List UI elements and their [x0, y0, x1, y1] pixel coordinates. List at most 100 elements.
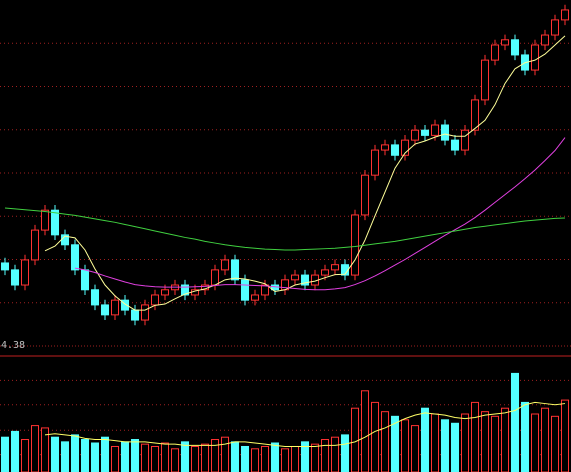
candle-body [241, 279, 249, 301]
volume-bar [261, 445, 269, 472]
volume-bar [491, 415, 499, 472]
volume-bar [131, 439, 139, 472]
candle-body [551, 19, 559, 36]
candle-body [451, 139, 459, 151]
candle-body [121, 299, 129, 311]
candle-body [11, 269, 19, 286]
volume-bar [351, 407, 359, 472]
volume-bar [551, 415, 559, 472]
candle-body [111, 299, 119, 316]
volume-bar [391, 415, 399, 472]
candle-body [331, 264, 339, 271]
y-tick-label: 4.38 [1, 340, 25, 351]
candle-body [261, 284, 269, 296]
moving-average [44, 35, 566, 311]
volume-bar [191, 445, 199, 472]
volume-bar [21, 439, 29, 472]
volume-bar [81, 439, 89, 472]
volume-bar [501, 407, 509, 472]
volume-bar [181, 441, 189, 472]
volume-bar [431, 413, 439, 472]
volume-bar [161, 442, 169, 472]
moving-average [4, 207, 566, 251]
candle-body [511, 39, 519, 56]
candle-body [81, 269, 89, 291]
candle-body [421, 129, 429, 136]
volume-bar [321, 439, 329, 472]
volume-bar [41, 427, 49, 472]
candle-body [91, 289, 99, 306]
volume-bar [371, 401, 379, 472]
candle-body [541, 34, 549, 46]
candle-body [391, 144, 399, 156]
volume-bar [461, 413, 469, 472]
candle-body [301, 274, 309, 286]
volume-bar [11, 430, 19, 472]
candle-body [51, 209, 59, 236]
volume-bar [401, 419, 409, 472]
candle-body [211, 269, 219, 286]
candle-body [361, 174, 369, 216]
candle-body [101, 304, 109, 316]
candle-body [501, 39, 509, 46]
volume-bar [281, 448, 289, 472]
volume-bar [111, 445, 119, 472]
candle-body [431, 124, 439, 136]
candle-body [151, 294, 159, 306]
candle-body [231, 259, 239, 281]
volume-bar [421, 407, 429, 472]
volume-bar [241, 445, 249, 472]
volume-bar [31, 425, 39, 472]
volume-bar [411, 425, 419, 472]
volume-bar [561, 399, 569, 472]
volume-bar [51, 436, 59, 472]
volume-bar [141, 443, 149, 472]
volume-bar [121, 441, 129, 472]
volume-bar [361, 390, 369, 472]
candle-body [131, 309, 139, 321]
volume-bar [341, 434, 349, 472]
volume-bar [511, 372, 519, 472]
volume-bar [61, 441, 69, 472]
candle-body [21, 259, 29, 286]
moving-average [74, 137, 566, 291]
volume-bar [311, 443, 319, 472]
candle-body [411, 129, 419, 141]
candle-body [461, 129, 469, 151]
candle-body [31, 229, 39, 261]
candle-body [251, 294, 259, 301]
candle-body [471, 99, 479, 131]
candle-body [41, 209, 49, 231]
volume-bar [381, 411, 389, 472]
volume-bar [211, 439, 219, 472]
volume-bar [481, 411, 489, 472]
volume-bar [151, 445, 159, 472]
volume-bar [541, 407, 549, 472]
volume-bar [331, 436, 339, 472]
candle-body [481, 59, 489, 101]
volume-bar [441, 419, 449, 472]
candle-body [161, 289, 169, 296]
volume-bar [231, 441, 239, 472]
candle-body [371, 149, 379, 176]
candle-body [351, 214, 359, 276]
candle-body [561, 9, 569, 21]
volume-bar [271, 442, 279, 472]
candle-body [221, 259, 229, 271]
candle-body [71, 244, 79, 271]
volume-bar [91, 442, 99, 472]
volume-bar [451, 422, 459, 472]
volume-bar [531, 413, 539, 472]
moving-average [44, 401, 566, 447]
volume-bar [1, 436, 9, 472]
candle-body [491, 44, 499, 61]
volume-bar [251, 448, 259, 472]
volume-bar [291, 445, 299, 472]
candle-body [291, 274, 299, 281]
candle-body [181, 284, 189, 296]
volume-bar [101, 436, 109, 472]
candle-body [381, 144, 389, 151]
volume-bar [221, 436, 229, 472]
candle-body [531, 44, 539, 71]
